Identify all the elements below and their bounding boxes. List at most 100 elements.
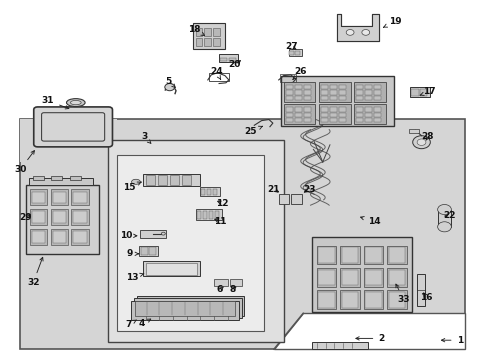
Text: 12: 12 xyxy=(216,199,228,208)
Bar xyxy=(340,246,359,264)
Bar xyxy=(33,176,43,180)
Text: 25: 25 xyxy=(244,126,262,136)
Bar xyxy=(195,38,202,46)
Bar xyxy=(365,247,381,263)
Bar xyxy=(30,209,47,225)
Bar xyxy=(311,237,411,312)
Bar xyxy=(329,96,336,100)
Polygon shape xyxy=(337,14,378,41)
Text: 28: 28 xyxy=(421,132,433,141)
Ellipse shape xyxy=(131,179,140,184)
FancyBboxPatch shape xyxy=(41,113,104,141)
Bar xyxy=(318,270,334,285)
Bar xyxy=(419,89,427,96)
Text: 9: 9 xyxy=(126,249,138,258)
Bar xyxy=(53,211,66,223)
Bar xyxy=(416,274,425,306)
Bar xyxy=(316,268,336,287)
Bar xyxy=(281,76,393,126)
Bar xyxy=(329,113,336,117)
Bar xyxy=(386,290,406,309)
Bar xyxy=(158,175,166,185)
Bar xyxy=(141,247,147,255)
Bar xyxy=(321,113,327,117)
Bar xyxy=(214,279,227,286)
Bar xyxy=(182,175,191,185)
Bar xyxy=(107,140,283,342)
Bar xyxy=(32,211,45,223)
Bar xyxy=(316,290,336,309)
Bar xyxy=(321,85,327,89)
Bar xyxy=(303,90,310,95)
Bar xyxy=(338,85,345,89)
Bar xyxy=(303,85,310,89)
Text: 1: 1 xyxy=(441,336,462,345)
Bar xyxy=(285,113,292,117)
Bar xyxy=(20,119,464,349)
Bar xyxy=(32,231,45,243)
Bar xyxy=(53,231,66,243)
Text: 6: 6 xyxy=(217,285,223,294)
Bar xyxy=(32,192,45,203)
Bar xyxy=(285,96,292,100)
Bar xyxy=(356,107,363,112)
Bar xyxy=(356,90,363,95)
Bar xyxy=(278,194,289,204)
Bar xyxy=(149,247,156,255)
Bar xyxy=(365,292,381,308)
Bar xyxy=(203,211,207,219)
Bar xyxy=(318,104,350,124)
Bar xyxy=(365,118,371,122)
Bar xyxy=(356,96,363,100)
Bar xyxy=(303,113,310,117)
Text: 23: 23 xyxy=(302,184,315,194)
Bar xyxy=(280,74,295,82)
Bar xyxy=(365,107,371,112)
Bar xyxy=(135,301,235,316)
Bar xyxy=(303,118,310,122)
Bar xyxy=(193,23,224,49)
Text: 16: 16 xyxy=(419,292,432,302)
Bar xyxy=(294,118,301,122)
Bar xyxy=(140,230,165,238)
Bar xyxy=(29,178,93,185)
Bar xyxy=(365,85,371,89)
Text: 29: 29 xyxy=(19,213,32,222)
Bar xyxy=(294,85,301,89)
Bar xyxy=(53,192,66,203)
Bar xyxy=(318,82,350,102)
Text: 5: 5 xyxy=(165,77,175,87)
Bar xyxy=(321,118,327,122)
Text: 7: 7 xyxy=(124,320,136,329)
Bar xyxy=(51,229,68,245)
Circle shape xyxy=(161,232,165,235)
Bar xyxy=(73,192,86,203)
Bar xyxy=(388,270,405,285)
Bar xyxy=(353,82,385,102)
Text: 26: 26 xyxy=(292,68,306,80)
Bar xyxy=(329,107,336,112)
Text: 11: 11 xyxy=(213,217,226,226)
Text: 18: 18 xyxy=(188,25,204,36)
Text: 14: 14 xyxy=(360,217,380,226)
Text: 3: 3 xyxy=(141,132,151,143)
Bar xyxy=(139,246,158,256)
Bar xyxy=(318,292,334,308)
Bar xyxy=(408,129,418,133)
Text: 24: 24 xyxy=(209,68,222,80)
Bar xyxy=(199,187,220,196)
Bar xyxy=(26,185,99,254)
Circle shape xyxy=(412,136,429,149)
Bar xyxy=(285,118,292,122)
Bar xyxy=(363,290,383,309)
Bar xyxy=(321,96,327,100)
Bar xyxy=(321,107,327,112)
Text: 21: 21 xyxy=(267,184,280,194)
Bar xyxy=(289,51,294,55)
Bar xyxy=(373,107,380,112)
Bar xyxy=(204,28,210,36)
Text: 20: 20 xyxy=(228,60,241,69)
Bar xyxy=(437,210,450,227)
Circle shape xyxy=(361,30,369,35)
Bar xyxy=(131,301,238,320)
